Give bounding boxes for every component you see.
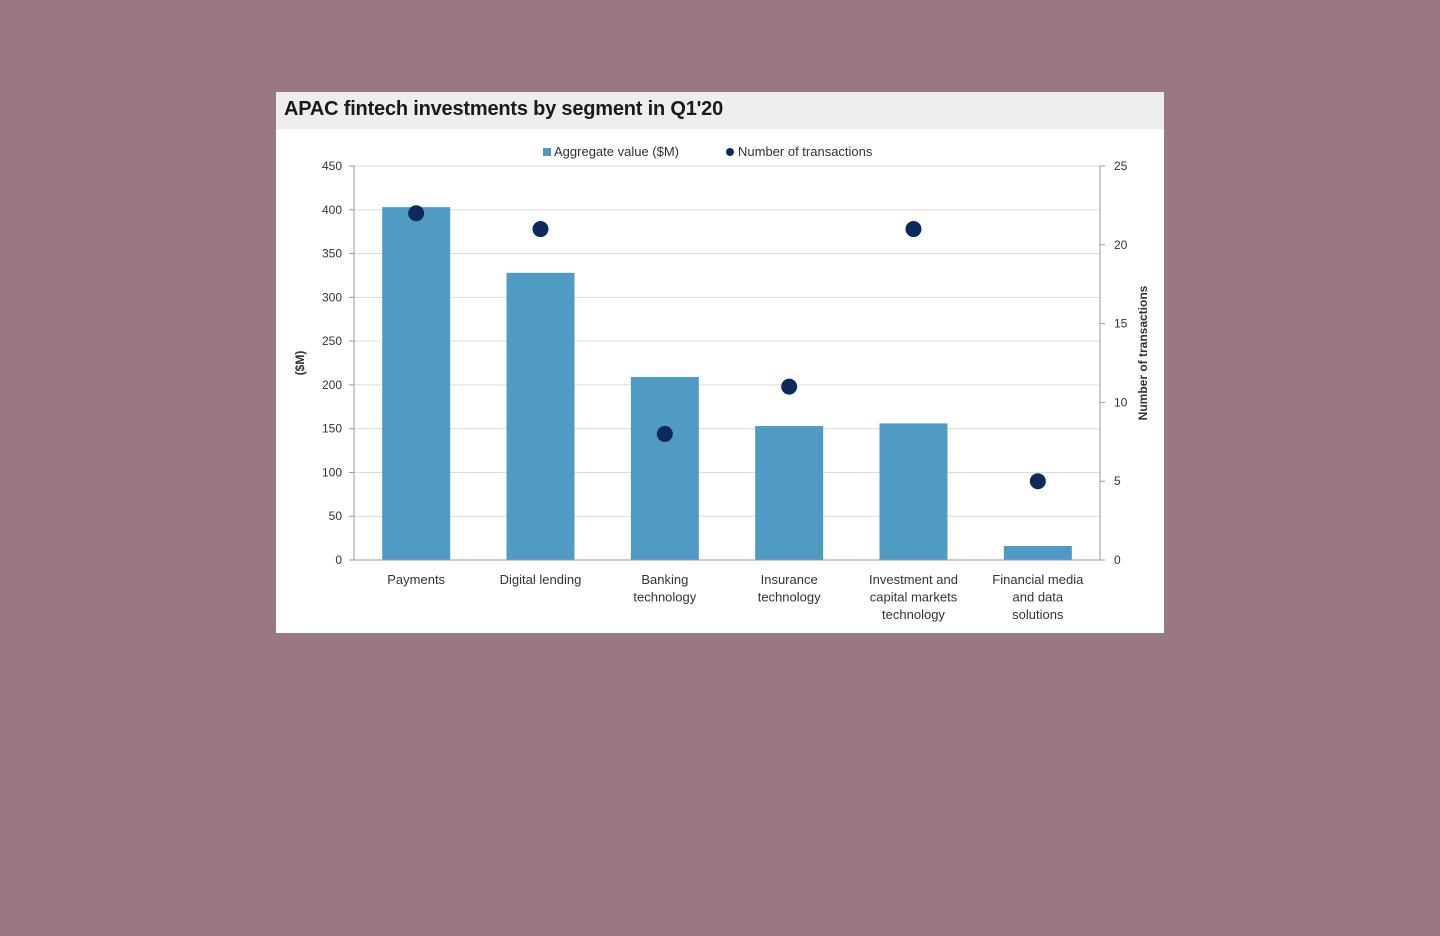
legend: Aggregate value ($M) Number of transactio…: [543, 144, 873, 159]
dot: [1029, 473, 1046, 490]
y-tick-label: 250: [322, 334, 342, 348]
gridlines: [354, 165, 1100, 517]
dot: [905, 221, 922, 238]
dot: [781, 378, 798, 395]
bar: [630, 377, 699, 560]
bar: [879, 423, 948, 560]
y2-tick-label: 0: [1114, 553, 1121, 567]
y2-tick-label: 15: [1114, 317, 1128, 331]
x-tick-label: and data: [1013, 590, 1064, 605]
y-tick-label: 200: [322, 378, 342, 392]
chart-card: APAC fintech investments by segment in Q…: [276, 92, 1164, 633]
x-tick-label: Insurance: [761, 572, 818, 587]
x-tick-label: Banking: [641, 572, 688, 587]
x-tick-label: Investment and: [869, 572, 958, 587]
combo-chart: 0 50 100 150 200 250 300 350 400 450 0 5 10 15 20 25 ($M…: [293, 144, 1150, 622]
y-tick-label: 350: [322, 247, 342, 261]
y2-tick-label: 25: [1114, 159, 1128, 173]
y-tick-label: 0: [335, 553, 342, 567]
y2-axis-title: Number of transactions: [1136, 285, 1150, 420]
axes: 0 50 100 150 200 250 300 350 400 450 0 5 10 15 20 25 ($M…: [293, 159, 1150, 622]
y2-tick-label: 20: [1114, 238, 1128, 252]
dot: [656, 425, 673, 442]
legend-label-bar: Aggregate value ($M): [554, 144, 679, 159]
legend-label-dot: Number of transactions: [738, 144, 873, 159]
y2-tick-label: 5: [1114, 474, 1121, 488]
y-tick-label: 300: [322, 290, 342, 304]
x-tick-label: Payments: [387, 572, 445, 587]
dot: [532, 221, 549, 238]
dot: [408, 205, 425, 222]
y-tick-label: 400: [322, 203, 342, 217]
x-tick-label: solutions: [1012, 607, 1064, 622]
y-tick-label: 100: [322, 465, 342, 479]
x-tick-label: technology: [633, 590, 696, 605]
bar-series: [382, 207, 1072, 560]
bar: [506, 272, 575, 560]
x-tick-label: Digital lending: [500, 572, 582, 587]
bar: [1003, 545, 1072, 560]
y-tick-label: 50: [329, 509, 343, 523]
x-tick-label: capital markets: [870, 590, 958, 605]
bar: [755, 426, 824, 560]
y2-tick-label: 10: [1114, 395, 1128, 409]
legend-swatch-bar: [543, 148, 551, 156]
x-tick-label: technology: [882, 607, 945, 622]
dot-series: [408, 205, 1046, 490]
x-tick-label: technology: [758, 590, 821, 605]
chart-title: APAC fintech investments by segment in Q…: [284, 98, 724, 120]
bar: [382, 207, 451, 560]
x-tick-label: Financial media: [992, 572, 1084, 587]
y-axis-title: ($M): [293, 351, 307, 376]
legend-swatch-dot: [726, 148, 734, 156]
y-tick-label: 150: [322, 422, 342, 436]
y-tick-label: 450: [322, 159, 342, 173]
chart-title-bar: APAC fintech investments by segment in Q…: [276, 92, 1164, 129]
